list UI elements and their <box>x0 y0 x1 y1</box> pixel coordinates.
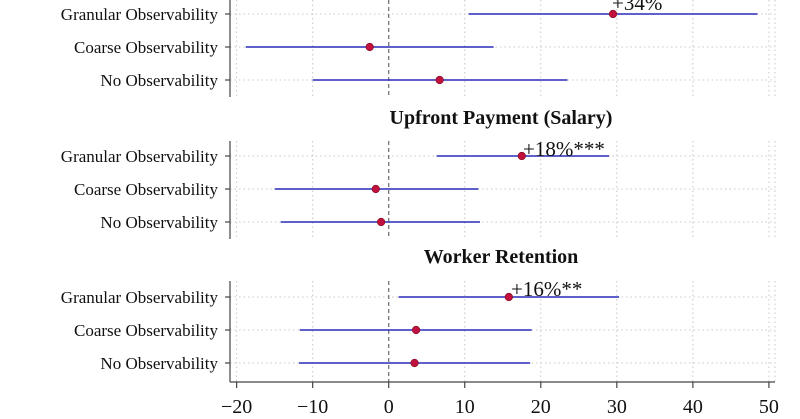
labels-layer: Granular Observability Coarse Observabili… <box>61 0 779 418</box>
row-label: No Observability <box>100 213 218 232</box>
row-label: Granular Observability <box>61 147 219 166</box>
panel-title: Upfront Payment (Salary) <box>390 107 613 129</box>
point-estimate <box>410 358 419 368</box>
row-label: No Observability <box>100 354 218 373</box>
point-estimate <box>365 42 374 52</box>
point-estimate <box>608 9 618 19</box>
effect-annotation: +16%** <box>511 277 582 301</box>
row-label: Coarse Observability <box>74 38 218 57</box>
x-tick-label: 0 <box>384 396 394 418</box>
row-label: Coarse Observability <box>74 180 218 199</box>
point-estimate <box>517 151 526 161</box>
point-estimate <box>376 217 386 227</box>
row-label: Coarse Observability <box>74 321 218 340</box>
x-tick-label: 40 <box>683 396 703 418</box>
x-tick-label: 30 <box>607 396 627 418</box>
axis-layer <box>225 0 775 388</box>
effect-annotation: +18%*** <box>523 137 605 161</box>
row-label: No Observability <box>100 71 218 90</box>
point-estimate <box>504 292 513 302</box>
x-tick-label: −20 <box>221 396 252 418</box>
marks-layer <box>245 9 758 368</box>
row-label: Granular Observability <box>61 5 219 24</box>
row-label: Granular Observability <box>61 288 219 307</box>
panel-title: Worker Retention <box>424 246 579 268</box>
x-tick-label: 50 <box>759 396 779 418</box>
x-tick-label: 10 <box>455 396 475 418</box>
point-estimate <box>411 325 421 335</box>
grid-layer <box>230 0 776 382</box>
x-tick-label: −10 <box>297 396 328 418</box>
point-estimate <box>435 75 444 85</box>
x-tick-label: 20 <box>531 396 551 418</box>
effect-annotation: +34% <box>612 0 662 15</box>
point-estimate <box>371 184 380 194</box>
